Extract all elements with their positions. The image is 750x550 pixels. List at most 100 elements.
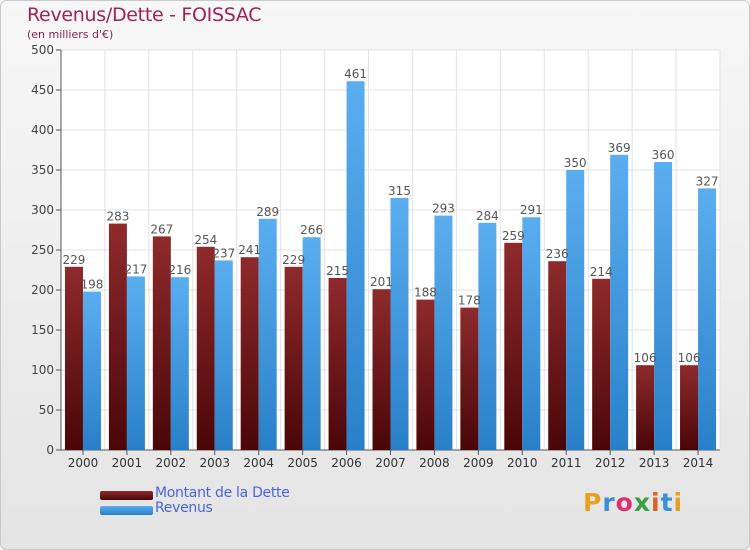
bar-dette [592,278,611,450]
proxiti-logo: Proxiti [583,488,683,517]
logo-letter: P [583,488,603,517]
data-label-dette: 188 [414,286,437,300]
chart-subtitle: (en milliers d'€) [27,28,114,41]
y-tick-label: 250 [31,243,54,257]
data-label-dette: 215 [326,264,349,278]
y-tick-label: 500 [31,43,54,57]
legend-label-dette: Montant de la Dette [155,485,290,501]
data-label-revenus: 266 [300,223,323,237]
x-tick-label: 2003 [199,456,230,470]
x-tick-label: 2006 [331,456,362,470]
bar-revenus [522,217,541,450]
legend-swatch-dette [100,491,153,500]
data-label-revenus: 291 [520,203,543,217]
x-tick-label: 2001 [112,456,143,470]
y-tick-label: 350 [31,163,54,177]
y-tick-label: 450 [31,83,54,97]
data-label-dette: 229 [63,253,86,267]
bar-dette [680,365,699,450]
y-tick-label: 50 [39,403,54,417]
y-tick-label: 100 [31,363,54,377]
chart-title: Revenus/Dette - FOISSAC [27,4,262,26]
bar-revenus [566,170,585,450]
bar-dette [460,307,479,450]
y-tick-label: 400 [31,123,54,137]
y-tick-label: 0 [46,443,54,457]
bar-dette [548,261,567,450]
data-label-revenus: 327 [696,174,719,188]
bar-revenus [214,260,233,450]
x-tick-label: 2000 [68,456,99,470]
logo-letter: x [633,488,651,517]
logo-letter: o [615,488,634,517]
bar-dette [240,257,259,450]
bar-revenus [302,237,321,450]
x-tick-label: 2002 [156,456,187,470]
data-label-revenus: 350 [564,156,587,170]
bar-revenus [698,188,717,450]
x-tick-label: 2007 [375,456,406,470]
x-tick-label: 2011 [551,456,582,470]
data-label-dette: 236 [546,247,569,261]
data-label-revenus: 289 [256,205,279,219]
y-tick-label: 150 [31,323,54,337]
data-label-dette: 214 [590,265,613,279]
bar-revenus [610,154,629,451]
x-tick-label: 2009 [463,456,494,470]
logo-letter: r [602,488,616,517]
data-label-revenus: 217 [124,262,147,276]
bar-revenus [346,81,365,450]
data-label-revenus: 461 [344,67,367,81]
data-label-dette: 254 [194,233,217,247]
data-label-revenus: 369 [608,141,631,155]
bar-revenus [170,277,189,450]
data-label-revenus: 293 [432,202,455,216]
bar-revenus [434,215,453,450]
data-label-dette: 106 [678,351,701,365]
bar-dette [372,289,391,450]
data-label-revenus: 284 [476,209,499,223]
bar-dette [196,246,215,450]
x-tick-label: 2005 [287,456,318,470]
logo-letter: t [660,488,674,517]
x-tick-label: 2010 [507,456,538,470]
data-label-dette: 267 [150,222,173,236]
bar-dette [152,236,171,450]
bar-dette [108,223,127,450]
bar-revenus [390,198,409,450]
bar-revenus [258,218,277,450]
data-label-dette: 241 [238,243,261,257]
data-label-dette: 259 [502,229,525,243]
data-label-dette: 283 [106,210,129,224]
data-label-revenus: 360 [652,148,675,162]
data-label-dette: 106 [634,351,657,365]
bar-dette [416,299,435,450]
logo-letter: i [651,488,661,517]
x-tick-label: 2012 [595,456,626,470]
legend-label-revenus: Revenus [155,500,213,516]
data-label-revenus: 216 [168,263,191,277]
data-label-dette: 229 [282,253,305,267]
bar-dette [328,278,347,450]
bar-revenus [82,291,101,450]
bar-revenus [654,162,673,450]
data-label-revenus: 198 [81,278,104,292]
x-tick-label: 2014 [683,456,714,470]
bar-revenus [126,276,145,450]
logo-letter: i [673,488,684,517]
bar-dette [636,365,655,450]
data-label-dette: 201 [370,275,393,289]
y-tick-label: 300 [31,203,54,217]
data-label-dette: 178 [458,294,481,308]
x-tick-label: 2008 [419,456,450,470]
data-label-revenus: 237 [212,246,235,260]
bar-dette [284,266,303,450]
y-tick-label: 200 [31,283,54,297]
bar-dette [64,266,83,450]
bar-revenus [478,222,497,450]
data-label-revenus: 315 [388,184,411,198]
x-tick-label: 2004 [243,456,274,470]
x-tick-label: 2013 [639,456,670,470]
bar-dette [504,242,523,450]
